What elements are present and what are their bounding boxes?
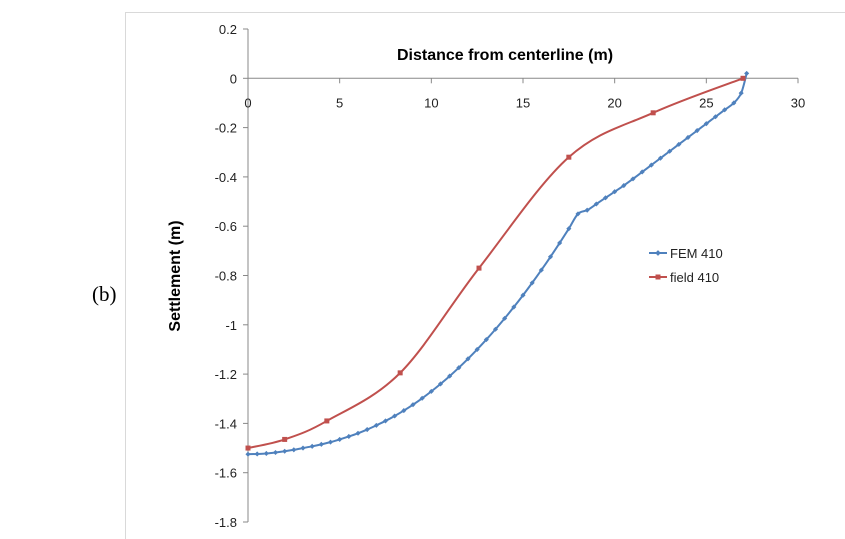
data-point-fem-410 bbox=[392, 413, 398, 419]
data-point-fem-410 bbox=[263, 450, 269, 457]
y-tick-label: -1 bbox=[225, 318, 237, 333]
data-point-fem-410 bbox=[419, 395, 425, 401]
y-tick-label: -1.6 bbox=[215, 466, 237, 481]
y-tick-label: -0.4 bbox=[215, 170, 237, 185]
data-point-fem-410 bbox=[355, 430, 361, 436]
data-point-field-410 bbox=[324, 418, 330, 424]
data-point-fem-410 bbox=[465, 356, 471, 362]
data-point-field-410 bbox=[650, 110, 656, 116]
x-tick-label: 10 bbox=[424, 95, 438, 110]
data-point-fem-410 bbox=[502, 315, 508, 321]
data-point-fem-410 bbox=[382, 418, 389, 424]
data-point-fem-410 bbox=[300, 445, 306, 451]
data-point-fem-410 bbox=[282, 448, 288, 454]
legend: FEM 410 field 410 bbox=[649, 246, 723, 285]
data-point-field-410 bbox=[245, 445, 251, 451]
data-point-fem-410 bbox=[520, 292, 526, 298]
legend-label-fem-410: FEM 410 bbox=[670, 246, 723, 261]
data-point-fem-410 bbox=[337, 436, 343, 442]
data-point-fem-410 bbox=[648, 162, 654, 168]
x-tick-label: 30 bbox=[791, 95, 805, 110]
data-point-fem-410 bbox=[744, 70, 750, 76]
series-field-410 bbox=[245, 75, 746, 451]
data-point-field-410 bbox=[397, 370, 403, 376]
axes-group: 0.2 0 -0.2 -0.4 -0.6 -0.8 -1 -1.2 -1.4 -1.6 -1.8 0 5… bbox=[215, 22, 806, 530]
data-point-fem-410 bbox=[272, 449, 279, 456]
y-tick-label: -0.6 bbox=[215, 219, 237, 234]
data-point-field-410 bbox=[740, 75, 746, 81]
data-point-fem-410 bbox=[254, 451, 260, 457]
data-point-fem-410 bbox=[474, 346, 480, 352]
y-tick-label: -1.4 bbox=[215, 416, 237, 431]
x-tick-label: 15 bbox=[516, 95, 530, 110]
data-point-fem-410 bbox=[437, 381, 444, 387]
data-point-fem-410 bbox=[428, 388, 434, 394]
legend-label-field-410: field 410 bbox=[670, 270, 719, 285]
y-tick-label: -1.8 bbox=[215, 515, 237, 530]
data-point-fem-410 bbox=[447, 373, 453, 379]
legend-marker-field-410 bbox=[655, 274, 661, 280]
y-tick-label: -1.2 bbox=[215, 367, 237, 382]
series-group bbox=[245, 70, 750, 457]
data-point-fem-410 bbox=[538, 267, 544, 273]
data-point-fem-410 bbox=[364, 427, 370, 433]
x-tick-label: 5 bbox=[336, 95, 343, 110]
data-point-fem-410 bbox=[401, 408, 407, 414]
legend-marker-fem-410 bbox=[655, 250, 661, 256]
data-point-fem-410 bbox=[373, 422, 379, 428]
data-point-field-410 bbox=[566, 154, 572, 160]
data-point-fem-410 bbox=[456, 365, 462, 371]
data-point-field-410 bbox=[282, 436, 288, 442]
data-point-fem-410 bbox=[245, 451, 251, 457]
series-fem-410 bbox=[245, 70, 750, 457]
data-point-fem-410 bbox=[309, 443, 315, 449]
series-line-fem-410 bbox=[247, 73, 748, 456]
data-point-fem-410 bbox=[327, 439, 334, 445]
y-tick-label: -0.8 bbox=[215, 269, 237, 284]
data-point-fem-410 bbox=[291, 447, 297, 453]
data-point-fem-410 bbox=[511, 304, 517, 310]
x-axis-title: Distance from centerline (m) bbox=[397, 47, 613, 64]
x-tick-label: 20 bbox=[607, 95, 621, 110]
data-point-fem-410 bbox=[318, 441, 324, 447]
data-point-fem-410 bbox=[722, 107, 728, 113]
data-point-fem-410 bbox=[630, 176, 636, 182]
data-point-field-410 bbox=[476, 265, 482, 271]
data-point-fem-410 bbox=[483, 337, 489, 343]
y-tick-label: 0 bbox=[230, 71, 237, 86]
data-point-fem-410 bbox=[346, 433, 352, 440]
series-line-field-410 bbox=[247, 77, 744, 450]
y-tick-label: -0.2 bbox=[215, 121, 237, 136]
figure-label: (b) bbox=[92, 282, 117, 306]
y-axis-title: Settlement (m) bbox=[167, 220, 184, 331]
x-tick-label: 0 bbox=[244, 95, 251, 110]
y-tick-label: 0.2 bbox=[219, 22, 237, 37]
chart-frame bbox=[125, 12, 845, 539]
x-tick-label: 25 bbox=[699, 95, 713, 110]
